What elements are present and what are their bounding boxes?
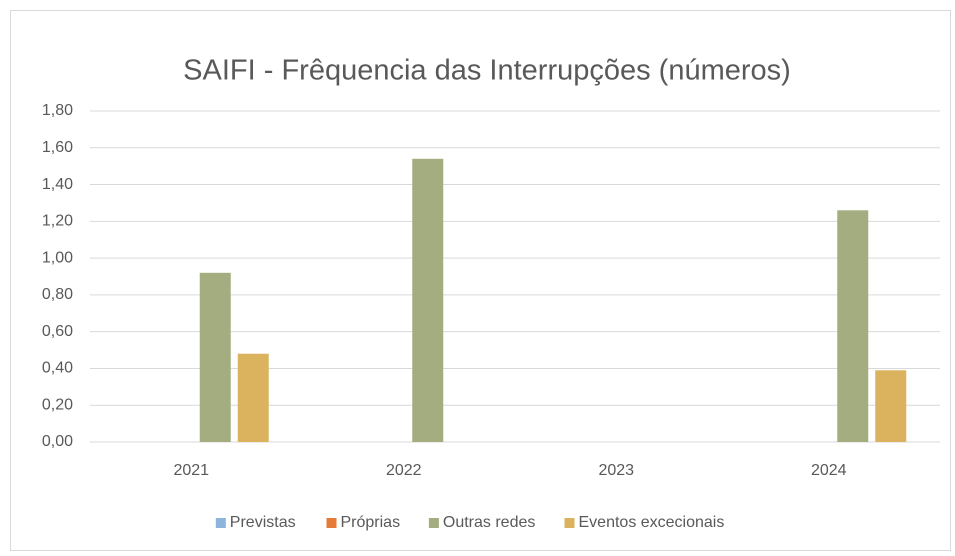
legend-label: Eventos excecionais (579, 514, 725, 531)
y-tick-label: 0,40 (42, 360, 73, 377)
legend-swatch (428, 518, 439, 528)
bar (837, 210, 869, 442)
y-tick-label: 0,60 (42, 323, 73, 340)
x-tick-label: 2022 (386, 462, 422, 479)
y-tick-label: 1,20 (42, 213, 73, 230)
x-tick-label: 2024 (811, 462, 847, 479)
bar (875, 370, 907, 442)
legend-swatch (215, 518, 226, 528)
x-tick-label: 2023 (598, 462, 634, 479)
bar (412, 158, 444, 443)
y-tick-label: 0,80 (42, 286, 73, 303)
chart-title: SAIFI - Frêquencia das Interrupções (núm… (183, 55, 791, 87)
legend-swatch (564, 518, 575, 528)
y-tick-label: 0,20 (42, 396, 73, 413)
legend-swatch (326, 518, 337, 528)
chart-border (10, 10, 951, 551)
bar (199, 272, 231, 442)
y-tick-label: 1,60 (42, 139, 73, 156)
y-tick-label: 1,00 (42, 249, 73, 266)
bar (237, 353, 269, 442)
y-tick-label: 0,00 (42, 433, 73, 450)
y-tick-label: 1,40 (42, 176, 73, 193)
x-tick-label: 2021 (173, 462, 209, 479)
legend-label: Previstas (230, 514, 296, 531)
legend-label: Próprias (341, 514, 401, 531)
legend-label: Outras redes (443, 514, 535, 531)
y-tick-label: 1,80 (42, 102, 73, 119)
